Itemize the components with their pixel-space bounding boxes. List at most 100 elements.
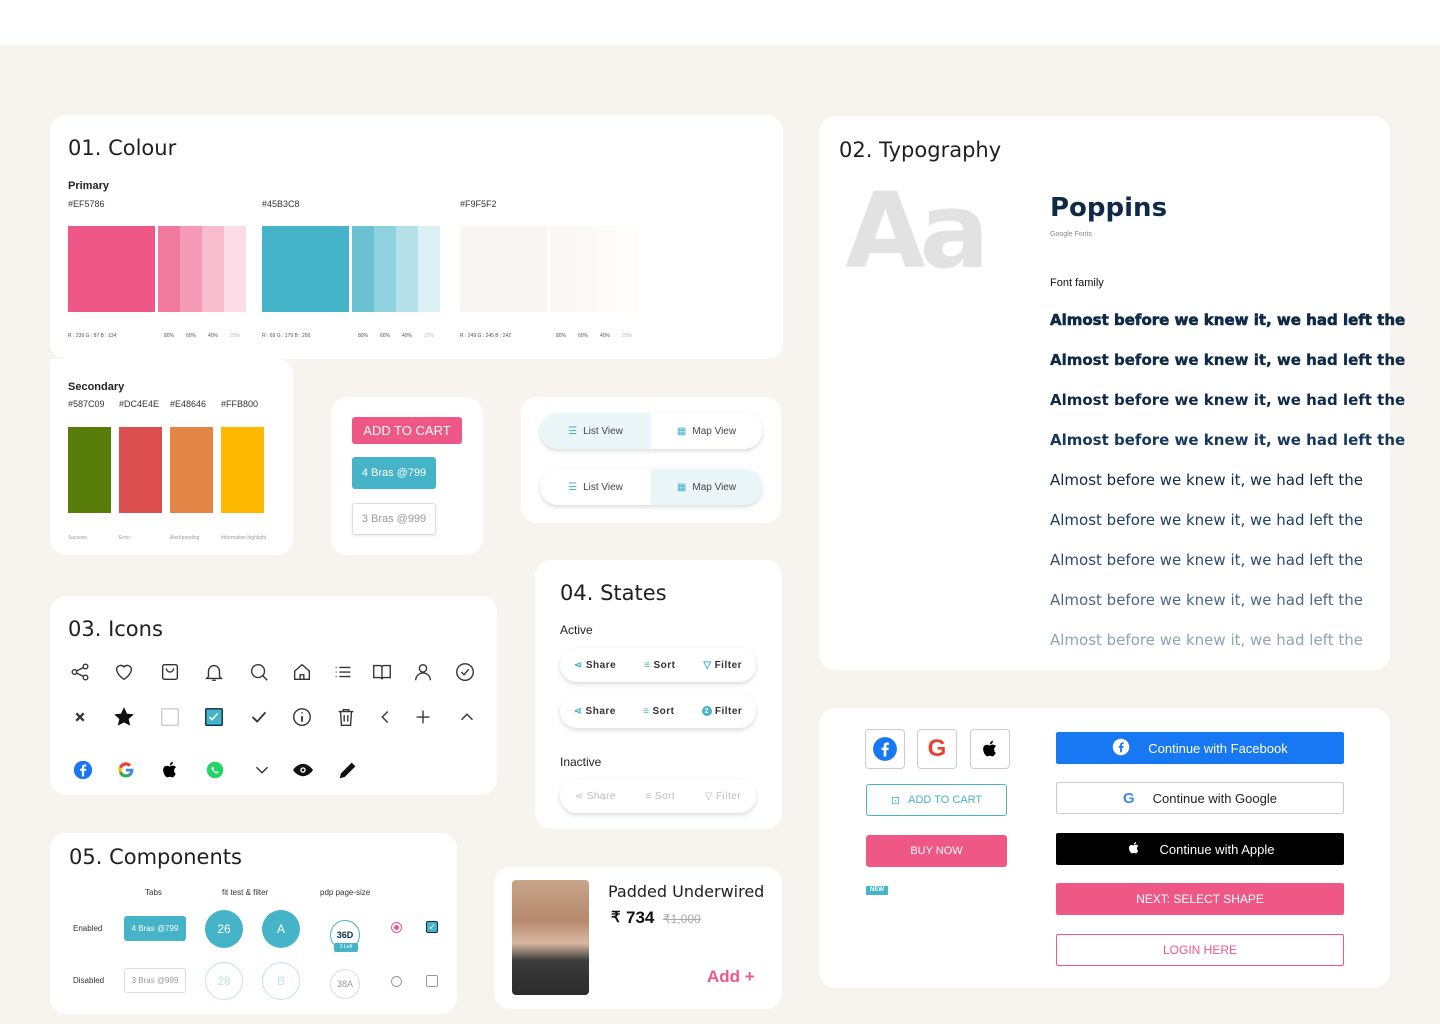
- product-image: [512, 880, 589, 995]
- primary-label: Primary: [68, 180, 109, 192]
- font-weight-sample: Almost before we knew it, we had left th…: [1050, 311, 1406, 330]
- eye-icon: [290, 757, 316, 783]
- apple-login-icon-button[interactable]: [970, 729, 1010, 769]
- list-icon: [330, 659, 356, 685]
- cta-add-to-cart-button[interactable]: ⊡ ADD TO CART: [866, 784, 1007, 816]
- share-button[interactable]: ⋖ Share: [573, 705, 616, 717]
- pencil-icon: [335, 757, 361, 783]
- add-product-button[interactable]: Add +: [707, 967, 755, 986]
- primary-hex: #F9F5F2: [460, 199, 497, 209]
- login-here-button[interactable]: LOGIN HERE: [1056, 934, 1344, 966]
- filter-button[interactable]: ▽ Filter: [704, 790, 742, 802]
- checkbox-checked[interactable]: ✓: [426, 921, 438, 933]
- book-icon: [369, 659, 395, 685]
- heart-icon: [111, 659, 137, 685]
- sort-button[interactable]: ≡ Sort: [645, 790, 676, 802]
- bag-icon: ⊡: [890, 794, 901, 807]
- tab-enabled[interactable]: 4 Bras @799: [124, 916, 186, 941]
- primary-tint-swatch: [616, 226, 638, 312]
- view-toggle-map-active: ☰ List View ▦ Map View: [540, 469, 762, 505]
- icons-card: [50, 596, 497, 795]
- primary-hex: #45B3C8: [262, 199, 300, 209]
- font-weight-sample: Almost before we knew it, we had left th…: [1050, 631, 1363, 649]
- apple-icon: [157, 757, 183, 783]
- list-view-tab[interactable]: ☰ List View: [540, 413, 651, 449]
- filter-cup-enabled[interactable]: A: [262, 910, 300, 948]
- map-view-tab[interactable]: ▦ Map View: [676, 425, 737, 437]
- top-bar: [0, 0, 1440, 45]
- primary-tint-swatch: [224, 226, 246, 312]
- buy-now-button[interactable]: BUY NOW: [866, 835, 1007, 867]
- product-price: 734: [626, 908, 655, 927]
- user-icon: [410, 659, 436, 685]
- map-view-tab[interactable]: ▦ Map View: [651, 469, 762, 505]
- continue-google-button[interactable]: G Continue with Google: [1056, 782, 1344, 814]
- secondary-usage-label: Error: [119, 535, 131, 541]
- sort-icon: ≡: [644, 659, 651, 671]
- bras-offer-inactive-button[interactable]: 3 Bras @999: [352, 503, 436, 535]
- font-source: Google Fonts: [1050, 231, 1093, 238]
- tint-label: 20%: [622, 333, 633, 339]
- share-button[interactable]: ⋖ Share: [574, 790, 616, 802]
- list-view-tab[interactable]: ☰ List View: [568, 481, 623, 493]
- chevron-up-icon: [454, 704, 480, 730]
- icons-title: 03. Icons: [68, 617, 163, 641]
- primary-hex: #EF5786: [68, 199, 105, 209]
- radio-unselected[interactable]: [391, 976, 402, 987]
- checkbox-unchecked[interactable]: [426, 975, 438, 987]
- primary-swatch: [460, 226, 547, 312]
- font-weight-sample: Almost before we knew it, we had left th…: [1050, 471, 1363, 489]
- list-icon: ☰: [568, 481, 578, 493]
- filter-button[interactable]: ▽ Filter: [703, 659, 743, 671]
- sort-button[interactable]: ≡ Sort: [644, 659, 676, 671]
- next-select-shape-button[interactable]: NEXT: SELECT SHAPE: [1056, 883, 1344, 915]
- product-old-price: ₹1,000: [663, 912, 701, 926]
- colour-title: 01. Colour: [68, 136, 177, 160]
- checkbox-empty-icon: [157, 704, 183, 730]
- apple-icon: [1126, 840, 1142, 859]
- bras-offer-active-button[interactable]: 4 Bras @799: [352, 457, 436, 489]
- google-login-icon-button[interactable]: G: [917, 729, 957, 769]
- fit-size-enabled[interactable]: 26: [205, 910, 243, 948]
- rgb-label: R : 249 G : 245 B : 242: [460, 333, 512, 339]
- action-bar-inactive: ⋖ Share ≡ Sort ▽ Filter: [560, 779, 756, 813]
- radio-selected[interactable]: [391, 922, 402, 933]
- secondary-swatch: [170, 427, 213, 513]
- product-currency: ₹: [611, 909, 621, 926]
- typeface-sample: Aa: [845, 170, 990, 292]
- facebook-icon: [1112, 738, 1130, 759]
- tint-label: 80%: [556, 333, 567, 339]
- action-bar-filtered: ⋖ Share ≡ Sort 2 Filter: [560, 694, 756, 728]
- tint-label: 20%: [424, 333, 435, 339]
- tab-disabled[interactable]: 3 Bras @999: [124, 968, 186, 993]
- font-weight-sample: Almost before we knew it, we had left th…: [1050, 551, 1363, 569]
- size-disabled[interactable]: 38A: [330, 969, 360, 999]
- chevron-down-icon: [249, 757, 275, 783]
- continue-facebook-button[interactable]: Continue with Facebook: [1056, 732, 1344, 764]
- share-button[interactable]: ⋖ Share: [573, 659, 617, 671]
- check-circle-icon: [452, 659, 478, 685]
- filter-cup-disabled[interactable]: B: [262, 962, 300, 1000]
- inactive-label: Inactive: [560, 755, 602, 769]
- map-icon: ▦: [676, 425, 687, 437]
- fit-size-disabled[interactable]: 28: [205, 962, 243, 1000]
- col-tabs-label: Tabs: [145, 888, 162, 897]
- facebook-login-icon-button[interactable]: [865, 729, 905, 769]
- product-name: Padded Underwired: [608, 882, 765, 901]
- google-icon: [113, 757, 139, 783]
- map-icon: ▦: [676, 481, 687, 493]
- secondary-usage-label: Alert/pending: [170, 535, 200, 541]
- bag-icon: [157, 659, 183, 685]
- sort-icon: ≡: [643, 705, 650, 717]
- sort-button[interactable]: ≡ Sort: [643, 705, 675, 717]
- font-weight-sample: Almost before we knew it, we had left th…: [1050, 591, 1363, 609]
- filter-button[interactable]: 2 Filter: [701, 706, 742, 717]
- bell-icon: [201, 659, 227, 685]
- continue-apple-button[interactable]: Continue with Apple: [1056, 833, 1344, 865]
- font-weight-sample: Almost before we knew it, we had left th…: [1050, 511, 1363, 529]
- plus-icon: [410, 704, 436, 730]
- add-to-cart-button[interactable]: ADD TO CART: [352, 417, 462, 444]
- filter-count-badge: 2: [701, 706, 712, 716]
- secondary-hex: #E48646: [170, 399, 207, 409]
- tint-label: 40%: [600, 333, 611, 339]
